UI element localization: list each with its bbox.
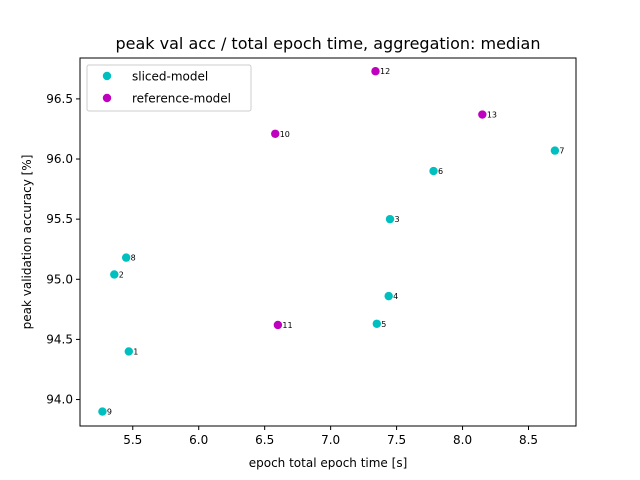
- x-tick-label: 8.5: [519, 433, 538, 447]
- data-points: [98, 67, 560, 416]
- y-tick-label: 96.5: [46, 92, 73, 106]
- legend-label-reference-model: reference-model: [132, 92, 231, 106]
- data-point-reference-model: [273, 320, 283, 330]
- x-tick-label: 6.0: [189, 433, 208, 447]
- point-label: 9: [107, 408, 112, 417]
- data-point-sliced-model: [121, 253, 131, 262]
- data-point-reference-model: [271, 129, 280, 138]
- point-label: 3: [395, 215, 400, 224]
- data-point-sliced-model: [384, 291, 393, 301]
- data-point-sliced-model: [550, 146, 560, 155]
- legend-label-sliced-model: sliced-model: [132, 70, 208, 84]
- data-point-sliced-model: [124, 347, 134, 356]
- data-point-reference-model: [371, 67, 380, 76]
- point-label: 8: [131, 254, 136, 263]
- point-label: 10: [280, 130, 290, 139]
- point-label: 13: [487, 111, 497, 120]
- point-label: 1: [133, 347, 138, 356]
- x-tick-label: 5.5: [123, 433, 142, 447]
- point-label: 12: [380, 67, 390, 76]
- point-label: 7: [559, 147, 564, 156]
- x-tick-label: 6.5: [255, 433, 274, 447]
- point-label: 5: [381, 320, 386, 329]
- y-axis-label: peak validation accuracy [%]: [20, 155, 34, 330]
- plot-frame: [79, 57, 577, 427]
- y-tick-label: 94.5: [46, 332, 73, 346]
- y-tick-label: 94.0: [46, 393, 73, 407]
- y-tick-label: 95.5: [46, 212, 73, 226]
- legend-marker-sliced-model: [102, 71, 112, 81]
- data-point-sliced-model: [110, 270, 119, 279]
- data-point-sliced-model: [429, 166, 438, 176]
- data-point-sliced-model: [372, 319, 382, 328]
- point-label: 6: [438, 167, 443, 176]
- y-tick-label: 95.0: [46, 272, 73, 286]
- x-tick-label: 7.0: [321, 433, 340, 447]
- legend-marker-reference-model: [102, 93, 112, 103]
- point-label: 11: [282, 321, 292, 330]
- data-point-reference-model: [478, 110, 487, 119]
- axis-ticks: 5.5 6.0 6.5 7.0 7.5 8.0 8.5 94.0 94.5 95.0 95.5 96.…: [46, 92, 538, 447]
- x-axis-label: epoch total epoch time [s]: [249, 456, 408, 470]
- data-point-sliced-model: [385, 214, 395, 224]
- data-point-sliced-model: [98, 407, 107, 416]
- chart-title: peak val acc / total epoch time, aggrega…: [116, 34, 541, 53]
- x-tick-label: 7.5: [387, 433, 406, 447]
- legend: sliced-model reference-model: [86, 64, 252, 112]
- point-label: 4: [393, 292, 398, 301]
- legend-box: [86, 64, 252, 112]
- point-label: 2: [119, 270, 124, 279]
- y-tick-label: 96.0: [46, 152, 73, 166]
- x-tick-label: 8.0: [453, 433, 472, 447]
